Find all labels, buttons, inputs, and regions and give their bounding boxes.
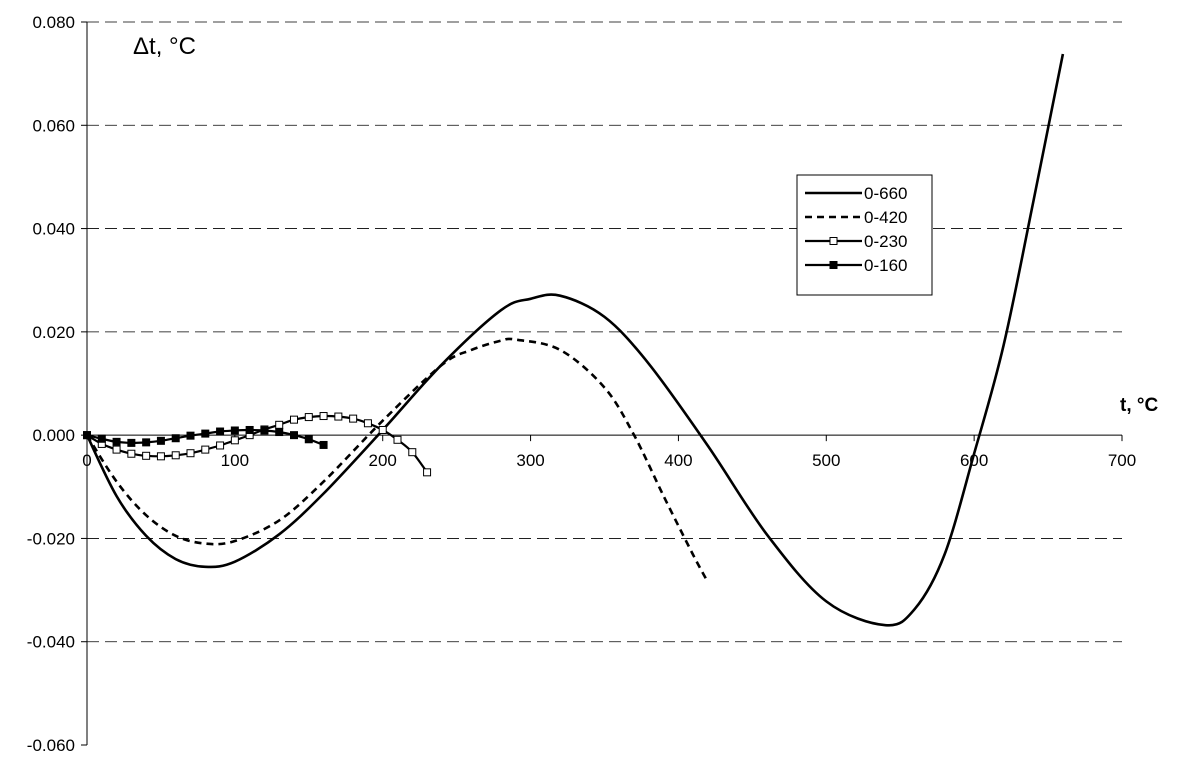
data-point [275,428,284,437]
x-tick-label: 0 [82,451,91,470]
legend-label: 0-230 [864,232,907,251]
data-point [349,414,358,423]
y-tick-label: 0.040 [32,220,75,239]
data-point [216,441,225,450]
y-tick-label: 0.080 [32,13,75,32]
data-point [112,437,121,446]
data-point [156,452,165,461]
data-point [408,448,417,457]
data-point [230,436,239,445]
data-point [127,449,136,458]
data-point [186,431,195,440]
data-point [156,436,165,445]
legend-label: 0-660 [864,184,907,203]
gridlines [87,21,1122,643]
legend-label: 0-160 [864,256,907,275]
data-point [142,438,151,447]
x-tick-label: 100 [221,451,249,470]
x-tick-label: 400 [664,451,692,470]
legend-label: 0-420 [864,208,907,227]
y-axis-label: Δt, °C [133,33,196,60]
series-group [83,53,1065,627]
x-tick-label: 300 [516,451,544,470]
series-line [85,337,710,583]
data-point [142,451,151,460]
legend-marker [829,237,838,245]
data-point [201,429,210,438]
data-point [334,412,343,421]
data-point [245,425,254,434]
data-point [83,431,91,440]
legend: 0-660 0-420 0-230 0-160 [796,174,933,296]
series-0-420 [85,337,710,583]
data-point [112,445,121,454]
data-point [201,445,210,454]
data-point [378,425,387,434]
series-0-660 [85,53,1065,627]
y-tick-label: -0.020 [27,529,75,548]
y-tick-label: 0.000 [32,426,75,445]
tick-marks: -0.060 -0.040 -0.020 0.000 0.020 0.040 0.060 0.… [27,13,1136,755]
legend-marker [829,261,838,269]
y-tick-label: 0.020 [32,323,75,342]
y-tick-label: -0.060 [27,736,75,755]
data-point [319,440,328,449]
y-tick-label: 0.060 [32,116,75,135]
series-line [85,53,1065,627]
data-point [393,435,402,444]
x-tick-label: 600 [960,451,988,470]
x-tick-label: 700 [1108,451,1136,470]
data-point [216,427,225,436]
data-point [230,426,239,435]
data-point [171,434,180,443]
data-point [423,468,432,477]
data-point [275,420,284,429]
data-point [260,426,269,435]
data-point [127,438,136,447]
data-point [319,412,328,421]
data-point [290,431,298,440]
data-point [290,415,298,424]
x-tick-label: 500 [812,451,840,470]
data-point [171,451,180,460]
data-point [186,449,195,458]
axes [86,22,1122,745]
data-point [304,435,313,444]
x-axis-label: t, °C [1120,395,1158,416]
data-point [97,434,106,443]
series-0-160 [83,425,328,449]
y-tick-label: -0.040 [27,633,75,652]
data-point [363,419,372,428]
legend-box [796,174,933,296]
data-point [304,413,313,422]
x-tick-label: 200 [369,451,397,470]
